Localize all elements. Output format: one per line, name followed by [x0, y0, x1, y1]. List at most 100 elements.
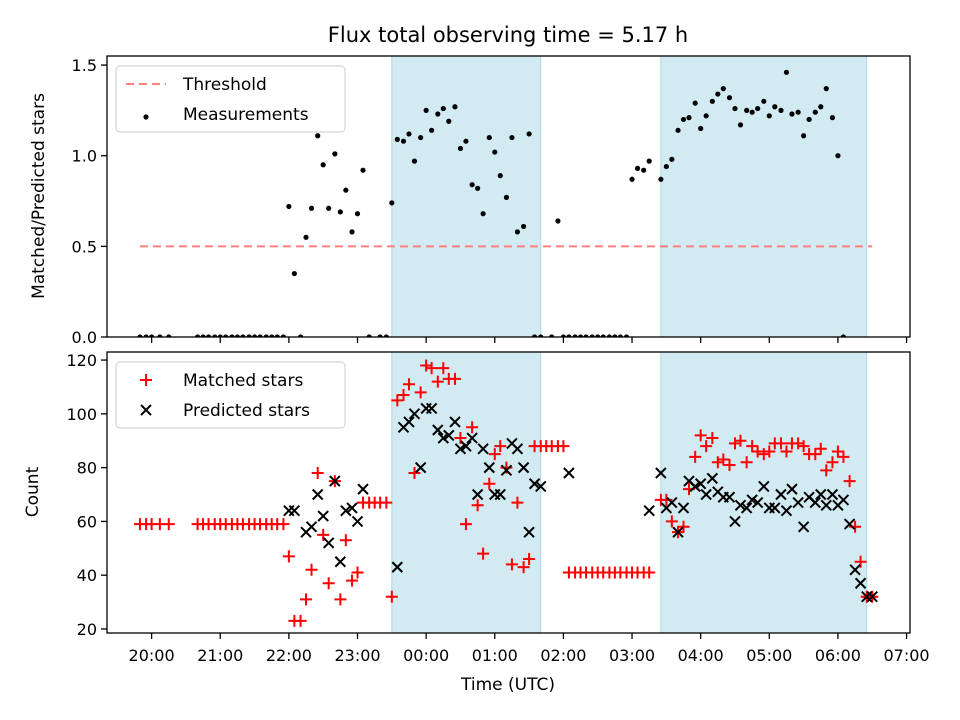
matched-star-point [391, 394, 404, 407]
predicted-star-point [351, 515, 364, 528]
predicted-star-point [758, 480, 770, 493]
matched-star-point [717, 453, 730, 466]
bottom-panel-counts: 20 40 60 80 100 120 20:00 21:00 22:00 23:00 00:00 0… [23, 351, 930, 665]
matched-star-point [797, 440, 810, 453]
measurement-point [332, 151, 338, 157]
predicted-star-point [454, 443, 467, 455]
x-axis-label: Time (UTC) [460, 675, 555, 695]
measurement-point [349, 229, 355, 235]
measurement-point [452, 104, 458, 110]
measurement-point [446, 118, 452, 124]
legend-label: Threshold [182, 75, 267, 95]
matched-star-point [700, 440, 713, 453]
measurement-point [315, 133, 321, 139]
measurement-point [326, 205, 332, 211]
matched-star-point [751, 445, 764, 458]
matched-star-point [339, 534, 352, 547]
measurement-point [320, 162, 326, 168]
matched-star-point [431, 375, 444, 388]
matched-star-point [385, 590, 398, 603]
measurement-point [715, 91, 721, 97]
measurement-point [303, 234, 309, 240]
measurement-point [818, 104, 824, 110]
measurement-point [709, 98, 715, 104]
predicted-star-point [517, 461, 530, 474]
matched-star-point [317, 528, 330, 541]
measurement-point [520, 223, 527, 230]
measurement-point [778, 107, 784, 113]
measurement-point [291, 270, 297, 277]
y-axis-label: Count [23, 466, 43, 517]
measurement-point [663, 163, 669, 170]
matched-star-point [402, 378, 415, 391]
measurement-point [732, 105, 738, 112]
measurement-point [514, 229, 521, 235]
measurement-point [457, 145, 464, 152]
matched-star-point [854, 555, 867, 568]
x-tick-label: 02:00 [540, 646, 586, 665]
predicted-star-point [797, 521, 810, 533]
measurement-point [755, 105, 761, 112]
predicted-star-point [414, 461, 427, 474]
predicted-star-point [723, 491, 736, 503]
measurement-point [772, 104, 778, 110]
predicted-star-point [706, 472, 719, 485]
y-tick-label: 1.5 [72, 56, 97, 75]
measurement-point [360, 167, 366, 173]
matched-star-point [706, 432, 719, 445]
matched-star-point [557, 440, 570, 453]
predicted-star-point [535, 480, 547, 493]
predicted-star-point [528, 478, 541, 490]
matched-star-point [466, 421, 479, 434]
matched-star-point [311, 467, 324, 480]
predicted-star-point [437, 432, 450, 444]
observing-interval-2 [660, 351, 868, 634]
measurement-point [737, 122, 744, 128]
legend-box [115, 65, 346, 133]
matched-star-point [757, 448, 770, 461]
predicted-star-point [500, 464, 513, 477]
measurement-point [394, 136, 400, 142]
predicted-star-point [460, 440, 472, 452]
predicted-star-point [792, 496, 804, 509]
measurement-point [411, 158, 418, 164]
matched-star-point [734, 434, 747, 447]
y-tick-label: 0.0 [72, 328, 97, 347]
matched-star-point [763, 445, 776, 458]
legend: Threshold Measurements [115, 65, 346, 133]
measurement-point [286, 203, 292, 210]
x-tick-label: 04:00 [678, 646, 724, 665]
matched-star-point [820, 464, 833, 477]
matched-star-point [351, 566, 364, 579]
predicted-star-point [689, 480, 701, 493]
predicted-star-point [432, 424, 444, 436]
measurement-point [680, 116, 687, 123]
matched-star-point [494, 440, 507, 453]
predicted-star-point [408, 408, 421, 420]
predicted-star-point [729, 515, 741, 528]
predicted-star-point [677, 502, 690, 514]
chart-title: Flux total observing time = 5.17 h [328, 23, 688, 47]
predicted-star-point [809, 496, 821, 509]
predicted-star-point [740, 502, 753, 514]
predicted-star-point [425, 402, 438, 415]
predicted-star-point [357, 483, 369, 495]
observing-interval-2 [660, 55, 868, 338]
matched-star-point [780, 445, 793, 458]
predicted-star-point [849, 564, 861, 576]
predicted-star-point [340, 504, 352, 517]
measurement-point [686, 115, 692, 121]
y-tick-label: 60 [77, 512, 97, 531]
matched-star-point [459, 518, 472, 531]
matched-star-point [694, 429, 707, 442]
measurement-point [492, 149, 498, 155]
y-tick-label: 40 [77, 566, 97, 585]
predicted-star-point [322, 537, 335, 549]
measurement-point [692, 100, 698, 106]
predicted-star-point [837, 494, 850, 506]
measurement-point [658, 176, 664, 182]
predicted-star-point [443, 429, 455, 442]
predicted-star-point [466, 432, 478, 444]
predicted-star-point [346, 502, 358, 514]
